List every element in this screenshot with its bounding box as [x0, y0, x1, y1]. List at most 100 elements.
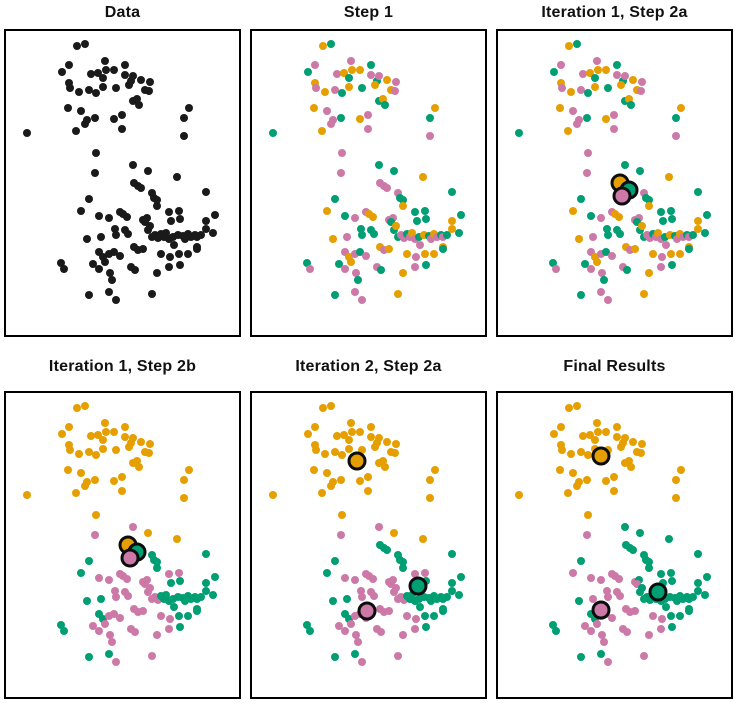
data-point: [366, 433, 375, 442]
data-point: [398, 196, 407, 205]
data-point: [556, 422, 565, 431]
data-point: [91, 530, 100, 539]
data-point: [419, 230, 428, 239]
data-point: [109, 428, 118, 437]
data-point: [419, 592, 428, 601]
data-point: [675, 611, 684, 620]
data-point: [23, 491, 32, 500]
data-point: [110, 587, 119, 596]
data-point: [167, 578, 176, 587]
data-point: [127, 439, 136, 448]
cluster-centroid-orange: [591, 446, 611, 466]
data-point: [337, 148, 346, 157]
data-point: [337, 451, 346, 460]
data-point: [129, 523, 138, 532]
data-point: [358, 592, 367, 601]
data-point: [176, 577, 185, 586]
data-point: [310, 422, 319, 431]
data-point: [175, 206, 184, 215]
scatter-plot-iter1-step2a: [496, 29, 733, 337]
data-point: [586, 610, 595, 619]
panel-iter2-step2a: Iteration 2, Step 2a: [250, 337, 487, 699]
data-point: [591, 82, 600, 91]
data-point: [610, 487, 619, 496]
data-point: [356, 248, 365, 257]
data-point: [108, 637, 117, 646]
data-point: [572, 119, 581, 128]
data-point: [430, 466, 439, 475]
data-point: [93, 68, 102, 77]
data-point: [358, 657, 367, 666]
data-point: [442, 592, 451, 601]
data-point: [334, 259, 343, 268]
panel-iter1-step2a: Iteration 1, Step 2a: [496, 0, 733, 337]
data-point: [64, 466, 73, 475]
data-point: [556, 104, 565, 113]
data-point: [615, 574, 624, 583]
data-point: [59, 264, 68, 273]
data-point: [133, 608, 142, 617]
data-point: [675, 249, 684, 258]
data-point: [159, 233, 168, 242]
data-point: [426, 493, 434, 502]
data-point: [373, 439, 382, 448]
data-point: [574, 234, 583, 243]
data-point: [118, 473, 127, 482]
data-point: [586, 248, 595, 257]
data-point: [429, 249, 438, 258]
data-point: [645, 564, 654, 573]
data-point: [330, 85, 339, 94]
data-point: [703, 572, 711, 581]
data-point: [694, 187, 703, 196]
data-point: [387, 217, 396, 226]
data-point: [399, 202, 408, 211]
data-point: [676, 466, 685, 475]
data-point: [348, 428, 357, 437]
data-point: [640, 189, 649, 198]
data-point: [345, 444, 354, 453]
data-point: [604, 230, 613, 239]
data-point: [416, 602, 425, 611]
data-point: [364, 487, 373, 496]
data-point: [311, 441, 320, 450]
data-point: [660, 595, 669, 604]
data-point: [612, 71, 621, 80]
data-point: [81, 40, 90, 49]
data-point: [91, 510, 100, 519]
data-point: [385, 606, 394, 615]
data-point: [382, 545, 391, 554]
data-point: [124, 81, 133, 90]
data-point: [413, 216, 422, 225]
data-point: [429, 611, 438, 620]
data-point: [320, 450, 329, 459]
data-point: [659, 578, 668, 587]
data-point: [399, 564, 408, 573]
data-point: [625, 95, 634, 104]
data-point: [95, 573, 104, 582]
data-point: [148, 189, 157, 198]
data-point: [193, 244, 202, 253]
data-point: [382, 437, 391, 446]
data-point: [564, 489, 573, 498]
data-point: [180, 131, 188, 140]
data-point: [91, 89, 100, 98]
data-point: [628, 545, 637, 554]
data-point: [587, 627, 596, 636]
data-point: [672, 234, 681, 243]
data-point: [337, 476, 346, 485]
data-point: [628, 437, 637, 446]
data-point: [644, 631, 653, 640]
data-point: [593, 620, 602, 629]
data-point: [115, 614, 124, 623]
data-point: [72, 489, 81, 498]
data-point: [84, 652, 93, 661]
data-point: [133, 95, 142, 104]
panel-title-iter2-step2a: Iteration 2, Step 2a: [295, 358, 442, 375]
data-point: [622, 265, 631, 274]
data-point: [620, 71, 629, 80]
data-point: [550, 67, 559, 76]
data-point: [99, 73, 108, 82]
data-point: [351, 649, 360, 658]
data-point: [576, 447, 585, 456]
data-point: [386, 86, 395, 95]
